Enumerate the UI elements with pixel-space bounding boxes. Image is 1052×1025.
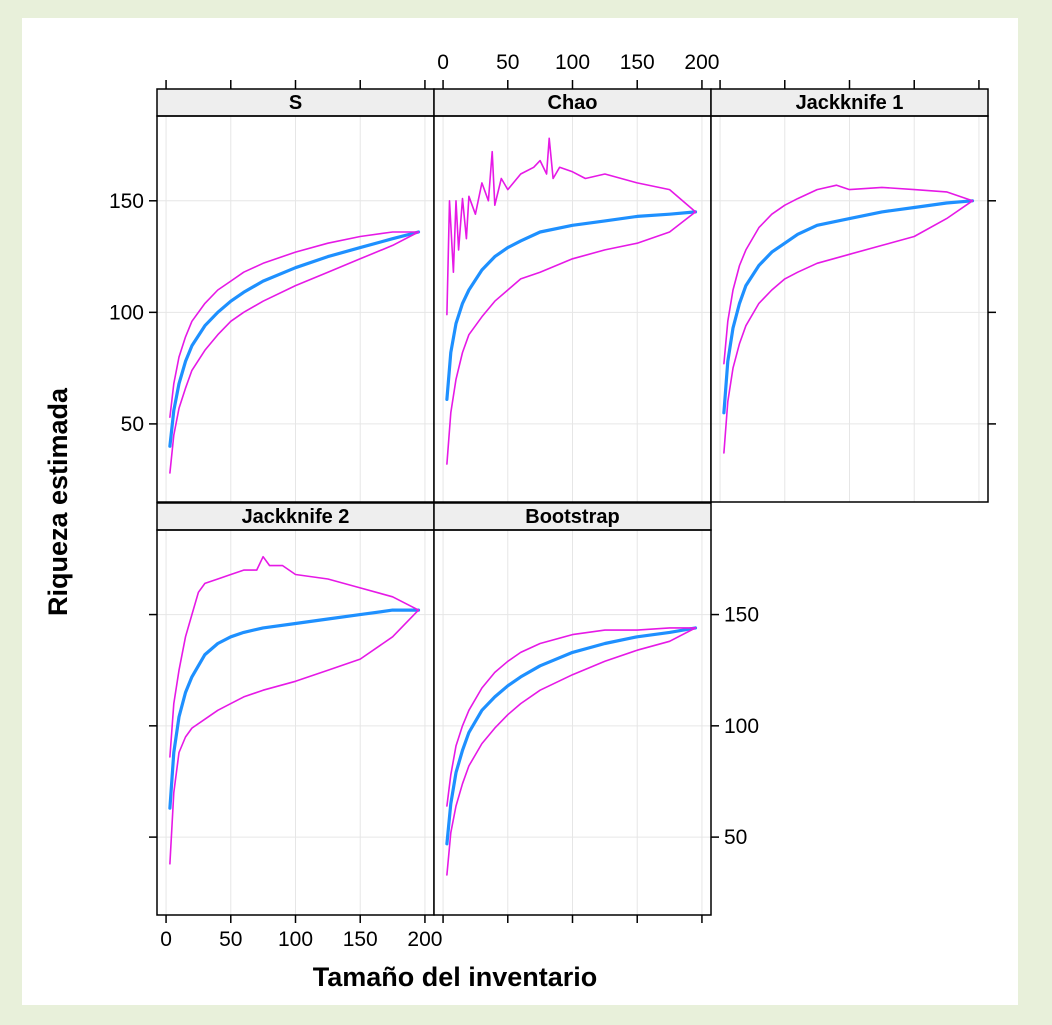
x-tick-label: 150 [343, 928, 378, 951]
x-tick-label: 100 [555, 51, 590, 74]
series-line-upper [723, 184, 974, 365]
strip-label: S [289, 92, 302, 114]
series-line-lower [169, 609, 420, 865]
figure: Riqueza estimada Tamaño del inventario S… [22, 18, 1018, 1005]
lattice-chart: Riqueza estimada Tamaño del inventario S… [43, 51, 996, 992]
y-tick-label: 150 [109, 190, 144, 213]
series-line-mean [168, 230, 421, 448]
series-line-lower [723, 200, 974, 454]
strip-label: Jackknife 2 [242, 506, 350, 528]
x-tick-label: 0 [160, 928, 172, 951]
series-line-mean [168, 608, 421, 810]
x-tick-label: 200 [684, 51, 719, 74]
series-line-upper [446, 627, 697, 807]
strip-label: Jackknife 1 [796, 92, 904, 114]
series-line-upper [169, 231, 420, 418]
y-tick-label: 50 [724, 826, 747, 849]
x-tick-label: 200 [407, 928, 442, 951]
x-tick-label: 50 [219, 928, 242, 951]
y-tick-label: 100 [109, 301, 144, 324]
x-tick-label: 150 [620, 51, 655, 74]
x-tick-label: 0 [437, 51, 449, 74]
series-line-mean [445, 210, 698, 401]
x-tick-label: 100 [278, 928, 313, 951]
strip-header [433, 502, 712, 531]
x-axis-title: Tamaño del inventario [313, 962, 598, 992]
series-line-lower [446, 211, 697, 465]
series-line-upper [446, 137, 697, 316]
y-tick-label: 50 [121, 413, 144, 436]
series-line-mean [445, 626, 698, 846]
series-line-upper [169, 555, 420, 758]
strip-label: Bootstrap [525, 506, 619, 528]
y-axis-title: Riqueza estimada [43, 387, 73, 616]
panel-border [710, 115, 989, 503]
y-tick-label: 100 [724, 715, 759, 738]
x-tick-label: 50 [496, 51, 519, 74]
series-line-lower [446, 627, 697, 876]
series-line-mean [722, 199, 975, 415]
y-tick-label: 150 [724, 604, 759, 627]
strip-label: Chao [548, 92, 598, 114]
series-line-lower [169, 231, 420, 474]
